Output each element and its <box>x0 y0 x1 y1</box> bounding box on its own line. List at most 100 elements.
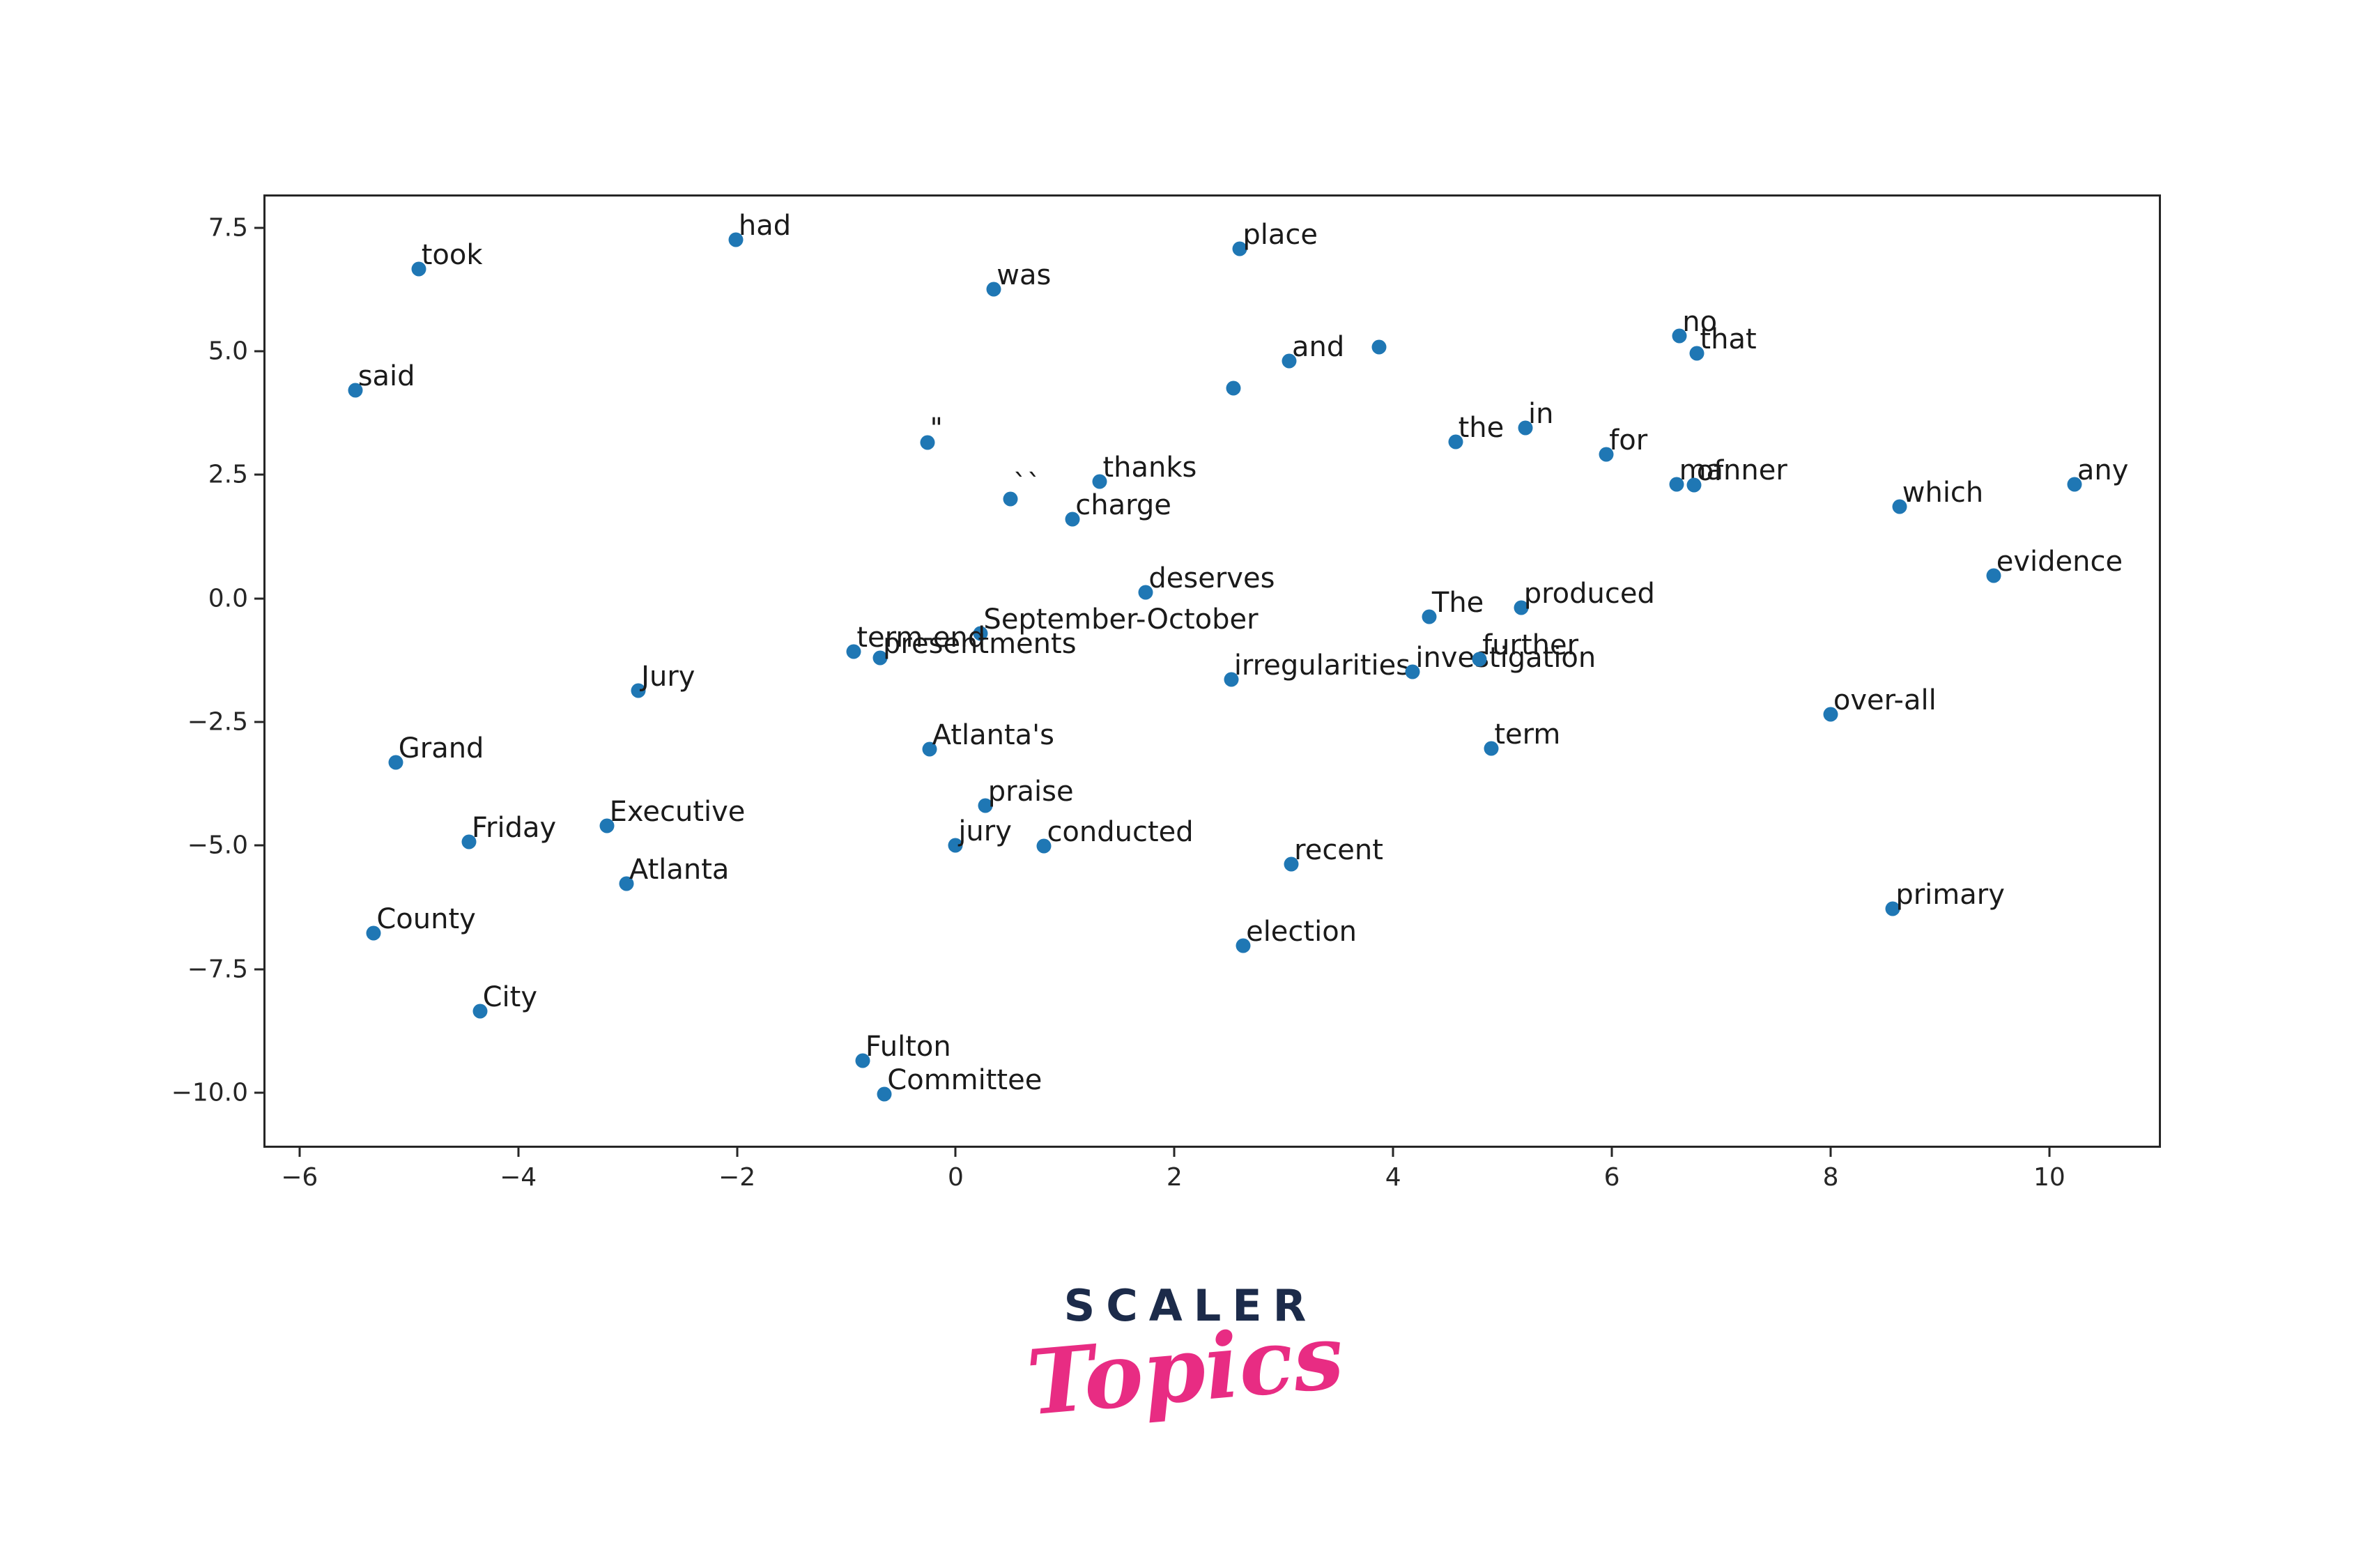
x-tick-mark <box>1392 1148 1394 1157</box>
point-label: The <box>1431 587 1484 620</box>
point-label: Grand <box>398 732 484 765</box>
y-tick-label: −2.5 <box>187 707 248 737</box>
scatter-point <box>877 1086 892 1102</box>
point-label: September-October <box>983 603 1259 636</box>
point-label: Committee <box>887 1063 1042 1096</box>
x-tick-label: −6 <box>281 1163 318 1192</box>
y-tick-label: −7.5 <box>187 955 248 984</box>
point-label: produced <box>1523 578 1655 610</box>
point-label: the <box>1458 411 1505 444</box>
y-tick-label: −10.0 <box>171 1078 248 1107</box>
point-label: that <box>1700 323 1757 355</box>
point-label: jury <box>958 815 1012 847</box>
scatter-point <box>1003 491 1018 507</box>
scatter-point <box>1892 499 1907 514</box>
x-tick-mark <box>1829 1148 1832 1157</box>
scatter-point <box>599 818 615 833</box>
x-tick-mark <box>1610 1148 1613 1157</box>
point-label: recent <box>1294 833 1383 866</box>
scatter-point <box>1686 477 1702 493</box>
x-tick-label: −2 <box>718 1163 756 1192</box>
y-tick-label: 5.0 <box>208 337 248 366</box>
scatter-point <box>1422 609 1437 624</box>
point-label: praise <box>987 776 1074 808</box>
scatter-point <box>631 683 646 698</box>
point-label: conducted <box>1047 816 1194 849</box>
point-label: had <box>738 210 792 243</box>
y-tick-mark <box>254 350 263 353</box>
point-label: evidence <box>1996 545 2123 578</box>
point-label: City <box>482 981 538 1013</box>
scatter-point <box>1284 856 1299 872</box>
point-label: Friday <box>471 811 557 844</box>
scatter-point <box>986 282 1001 297</box>
x-tick-mark <box>2048 1148 2051 1157</box>
scatter-point <box>388 755 403 770</box>
point-label: election <box>1246 915 1357 948</box>
point-label: Fulton <box>865 1030 951 1063</box>
logo-text-topics: Topics <box>1022 1304 1348 1436</box>
y-tick-mark <box>254 597 263 600</box>
y-tick-label: 0.0 <box>208 584 248 613</box>
scatter-point <box>2067 477 2082 492</box>
point-label: took <box>421 239 483 272</box>
scatter-point <box>1689 346 1705 361</box>
scatter-point <box>973 626 988 641</box>
point-label: further <box>1482 629 1579 662</box>
scatter-point <box>728 232 744 247</box>
scatter-point <box>1672 328 1687 344</box>
x-tick-label: 2 <box>1166 1163 1183 1192</box>
scatter-point <box>411 261 426 277</box>
point-label: was <box>997 259 1052 292</box>
point-label: said <box>357 360 415 393</box>
scatter-point <box>1472 652 1487 667</box>
scatter-point <box>366 925 381 941</box>
scatter-point <box>1371 339 1387 355</box>
point-label: presentments <box>883 628 1077 660</box>
point-label: Atlanta <box>629 853 730 886</box>
scatter-point <box>1518 420 1533 436</box>
point-label: " <box>930 413 943 445</box>
scatter-point <box>1448 434 1463 449</box>
point-label: and <box>1292 331 1345 364</box>
scatter-point <box>1036 838 1052 854</box>
scatter-point <box>922 741 937 757</box>
scatter-point <box>1065 512 1080 527</box>
scatter-point <box>1282 353 1297 369</box>
point-label: Executive <box>609 795 746 828</box>
point-label: deserves <box>1148 562 1275 594</box>
scatter-point <box>1986 568 2001 583</box>
scaler-topics-logo: SCALER Topics <box>1023 1284 1347 1436</box>
x-tick-mark <box>736 1148 739 1157</box>
scatter-point <box>948 838 963 853</box>
scatter-point <box>1138 585 1153 600</box>
scatter-point <box>1599 447 1614 462</box>
scatter-point <box>1405 664 1420 679</box>
scatter-point <box>472 1004 488 1019</box>
x-tick-mark <box>298 1148 301 1157</box>
y-tick-mark <box>254 473 263 476</box>
scatter-point <box>978 798 993 813</box>
x-tick-label: 4 <box>1385 1163 1401 1192</box>
point-label: for <box>1609 424 1648 457</box>
x-tick-mark <box>1173 1148 1176 1157</box>
x-tick-label: 0 <box>948 1163 964 1192</box>
scatter-point <box>461 834 477 850</box>
scatter-point <box>619 876 634 891</box>
x-tick-mark <box>954 1148 957 1157</box>
point-label: County <box>376 903 476 936</box>
y-tick-mark <box>254 1091 263 1094</box>
scatter-point <box>1514 600 1529 615</box>
point-label: irregularities <box>1233 650 1411 682</box>
y-tick-mark <box>254 721 263 723</box>
point-label: `` <box>1013 468 1041 501</box>
scatter-point <box>1823 707 1838 722</box>
x-tick-label: 10 <box>2033 1163 2065 1192</box>
x-tick-mark <box>517 1148 520 1157</box>
scatter-point <box>1224 672 1239 687</box>
x-tick-label: −4 <box>500 1163 537 1192</box>
point-label: place <box>1242 219 1318 252</box>
point-label: primary <box>1895 878 2005 911</box>
point-label: which <box>1902 476 1984 509</box>
scatter-point <box>855 1053 870 1068</box>
